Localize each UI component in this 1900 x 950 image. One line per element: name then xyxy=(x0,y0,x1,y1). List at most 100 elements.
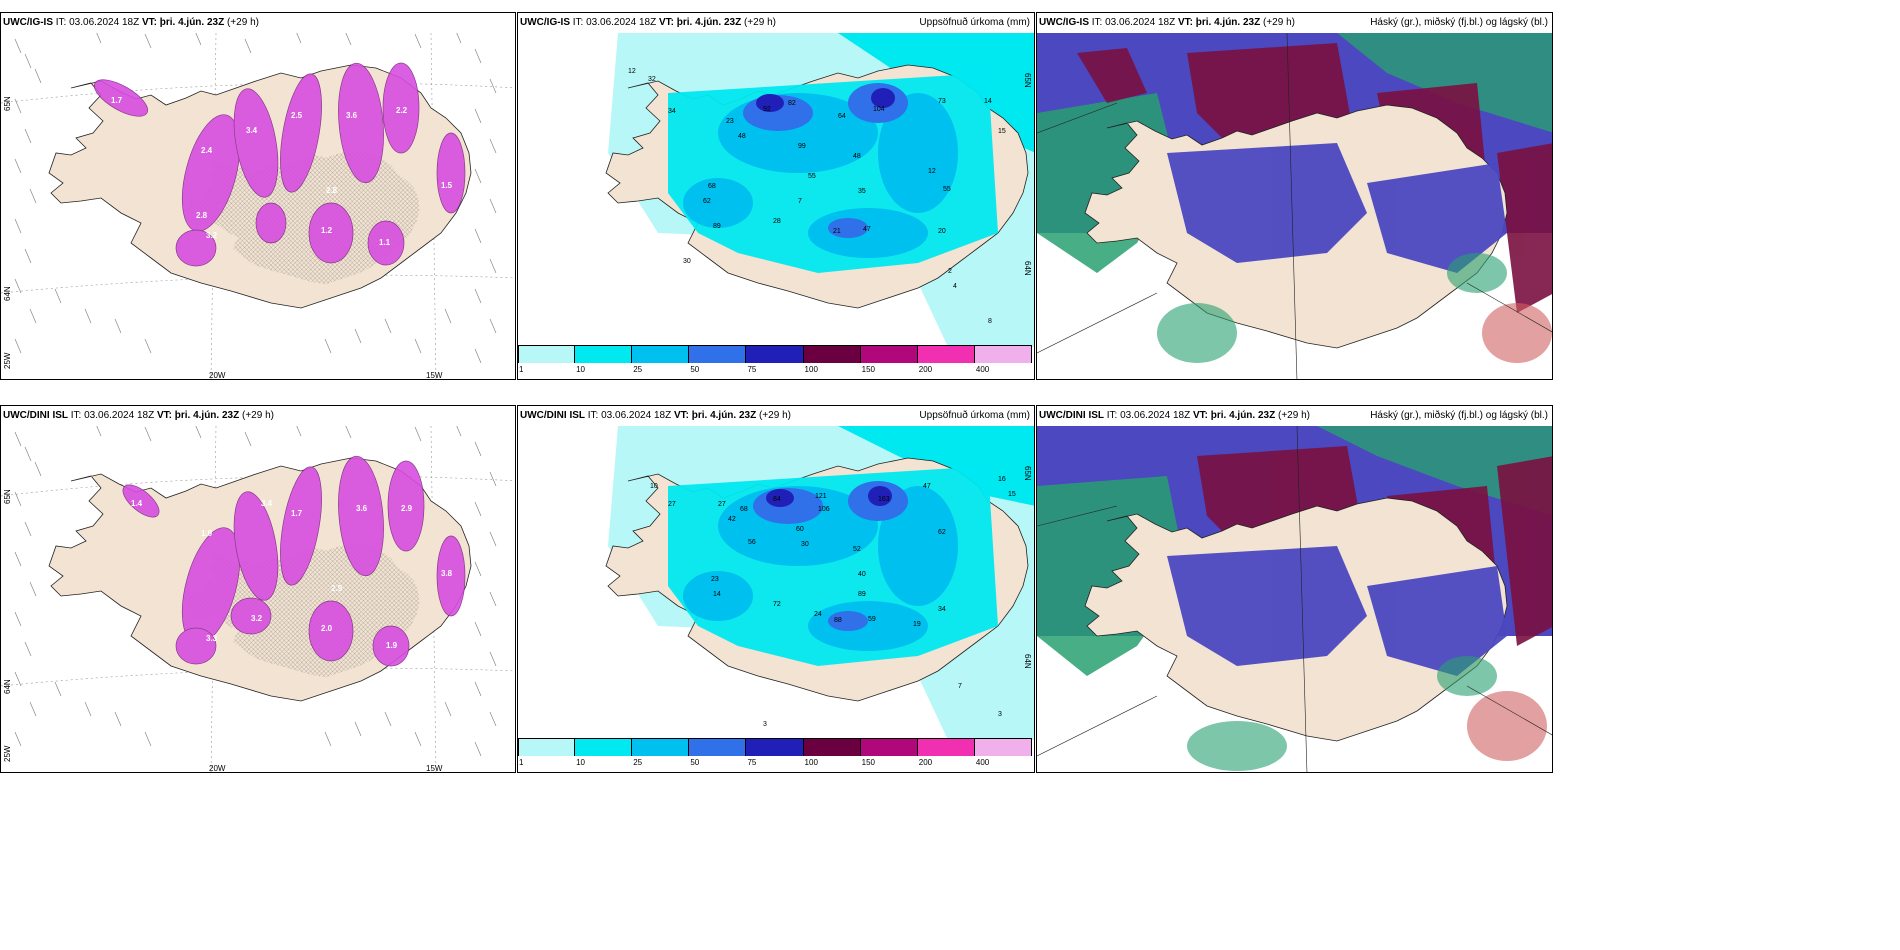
precip-map: 12 32 34 23 48 92 82 104 64 73 14 15 99 … xyxy=(518,33,1034,347)
colorbar-swatch xyxy=(632,345,690,363)
colorbar-label: 100 xyxy=(804,758,818,767)
svg-text:68: 68 xyxy=(740,506,748,513)
colorbar-swatch xyxy=(860,738,918,756)
wind-barbs xyxy=(14,426,497,757)
svg-text:1.7: 1.7 xyxy=(111,96,123,105)
svg-text:82: 82 xyxy=(788,100,796,107)
lon-label-15w: 15W xyxy=(426,764,443,773)
precip-title: Uppsöfnuð úrkoma (mm) xyxy=(919,17,1030,28)
svg-text:88: 88 xyxy=(834,617,842,624)
panel-cloud-bottom: UWC/DINI ISL IT: 03.06.2024 18Z VT: þri.… xyxy=(1036,405,1553,773)
colorbar-swatch xyxy=(803,738,861,756)
colorbar-label: 25 xyxy=(633,365,643,374)
svg-text:2.2: 2.2 xyxy=(396,106,408,115)
svg-text:55: 55 xyxy=(808,173,816,180)
convection-blobs xyxy=(93,62,466,267)
svg-text:59: 59 xyxy=(868,616,876,623)
colorbar-swatch xyxy=(746,345,804,363)
colorbar-label: 400 xyxy=(975,758,990,767)
svg-text:28: 28 xyxy=(773,218,781,225)
svg-text:62: 62 xyxy=(938,529,946,536)
colorbar-swatch xyxy=(746,738,804,756)
svg-text:12: 12 xyxy=(928,168,936,175)
colorbar-label: 10 xyxy=(576,758,586,767)
svg-text:1.5: 1.5 xyxy=(441,181,453,190)
svg-text:3.8: 3.8 xyxy=(441,569,453,578)
svg-text:48: 48 xyxy=(853,153,861,160)
svg-text:3.2: 3.2 xyxy=(251,614,263,623)
lon-label-20w: 20W xyxy=(209,371,226,380)
svg-text:1.2: 1.2 xyxy=(321,226,333,235)
svg-text:4: 4 xyxy=(953,283,957,290)
svg-text:23: 23 xyxy=(726,118,734,125)
svg-text:20: 20 xyxy=(938,228,946,235)
colorbar-swatch xyxy=(689,345,747,363)
colorbar-swatch xyxy=(689,738,747,756)
colorbar-label: 1 xyxy=(519,758,524,767)
svg-text:163: 163 xyxy=(878,496,890,503)
svg-text:47: 47 xyxy=(923,483,931,490)
precip-value-labels: 12 32 34 23 48 92 82 104 64 73 14 15 99 … xyxy=(628,68,1006,325)
precip-colorbar: 1 10 25 50 75 100 150 200 400 xyxy=(518,738,1034,772)
svg-text:56: 56 xyxy=(748,539,756,546)
colorbar-swatch xyxy=(974,738,1032,756)
svg-text:34: 34 xyxy=(668,108,676,115)
colorbar-swatch xyxy=(803,345,861,363)
colorbar-label: 200 xyxy=(918,758,933,767)
wind-value-labels: 1.4 3.6 2.9 3.4 1.7 1.0 2.9 3.2 3.3 1.9 … xyxy=(131,499,453,650)
lat-label-65-right: 65N xyxy=(1023,73,1032,88)
colorbar-swatch xyxy=(575,345,633,363)
svg-text:55: 55 xyxy=(943,186,951,193)
svg-text:3.6: 3.6 xyxy=(356,504,368,513)
svg-text:48: 48 xyxy=(738,133,746,140)
panel-header: UWC/DINI ISL IT: 03.06.2024 18Z VT: þri.… xyxy=(520,410,791,421)
lat-label-corner: 25W xyxy=(3,352,12,369)
svg-text:35: 35 xyxy=(858,188,866,195)
colorbar-label: 10 xyxy=(576,365,586,374)
lon-label-20w: 20W xyxy=(209,764,226,773)
colorbar-swatch xyxy=(917,345,975,363)
svg-text:72: 72 xyxy=(773,601,781,608)
svg-text:2.8: 2.8 xyxy=(326,186,338,195)
colorbar-label: 25 xyxy=(633,758,643,767)
cloud-map xyxy=(1037,33,1552,379)
wind-barbs xyxy=(14,33,497,364)
precip-map: 10 27 27 42 68 84 121 106 163 47 16 15 6… xyxy=(518,426,1034,740)
lat-label-64-right: 64N xyxy=(1023,654,1032,669)
svg-text:106: 106 xyxy=(818,506,830,513)
svg-text:1.1: 1.1 xyxy=(379,238,391,247)
svg-text:73: 73 xyxy=(938,98,946,105)
panel-header: UWC/IG-IS IT: 03.06.2024 18Z VT: þri. 4.… xyxy=(3,17,259,28)
panel-precip-bottom: UWC/DINI ISL IT: 03.06.2024 18Z VT: þri.… xyxy=(517,405,1035,773)
panel-precip-top: UWC/IG-IS IT: 03.06.2024 18Z VT: þri. 4.… xyxy=(517,12,1035,380)
panel-wind-top: UWC/IG-IS IT: 03.06.2024 18Z VT: þri. 4.… xyxy=(0,12,516,380)
colorbar-swatch xyxy=(518,345,576,363)
svg-text:99: 99 xyxy=(798,143,806,150)
svg-text:121: 121 xyxy=(815,493,827,500)
colorbar-label: 75 xyxy=(747,758,757,767)
precip-title: Uppsöfnuð úrkoma (mm) xyxy=(919,410,1030,421)
svg-text:3: 3 xyxy=(763,721,767,728)
svg-text:7: 7 xyxy=(958,683,962,690)
colorbar-label: 200 xyxy=(918,365,933,374)
svg-text:52: 52 xyxy=(853,546,861,553)
colorbar-label: 1 xyxy=(519,365,524,374)
svg-text:27: 27 xyxy=(668,501,676,508)
cloud-title: Háský (gr.), miðský (fj.bl.) og lágský (… xyxy=(1370,410,1548,421)
colorbar-label: 150 xyxy=(861,365,876,374)
svg-text:14: 14 xyxy=(713,591,721,598)
wind-value-labels: 1.7 2.4 3.4 2.5 3.6 2.2 2.8 1.2 1.1 2.8 … xyxy=(111,96,453,247)
svg-text:64: 64 xyxy=(838,113,846,120)
svg-text:21: 21 xyxy=(833,228,841,235)
colorbar-swatch xyxy=(917,738,975,756)
svg-text:2.0: 2.0 xyxy=(321,624,333,633)
svg-text:19: 19 xyxy=(913,621,921,628)
svg-text:3.2: 3.2 xyxy=(206,231,218,240)
colorbar-label: 75 xyxy=(747,365,757,374)
cloud-map xyxy=(1037,426,1552,772)
colorbar-swatch xyxy=(860,345,918,363)
panel-header: UWC/IG-IS IT: 03.06.2024 18Z VT: þri. 4.… xyxy=(1039,17,1295,28)
colorbar-label: 50 xyxy=(690,758,700,767)
svg-text:2.9: 2.9 xyxy=(331,584,343,593)
colorbar-label: 400 xyxy=(975,365,990,374)
